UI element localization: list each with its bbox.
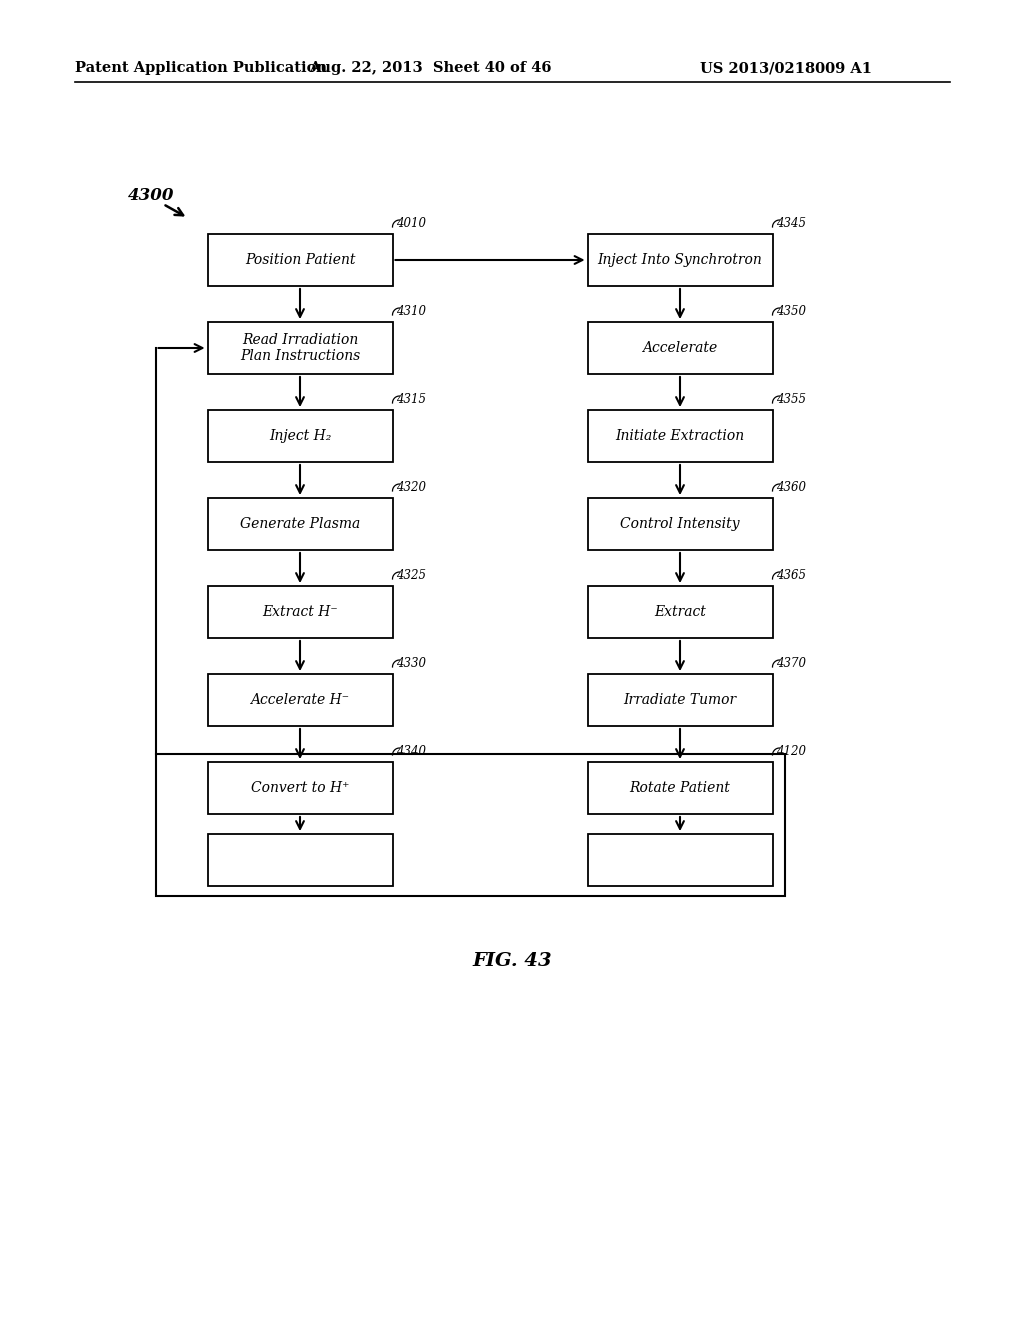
Bar	[588, 586, 772, 638]
Text: US 2013/0218009 A1: US 2013/0218009 A1	[700, 61, 872, 75]
Text: 4360: 4360	[776, 480, 807, 494]
Text: Convert to H⁺: Convert to H⁺	[251, 781, 349, 795]
Text: Patent Application Publication: Patent Application Publication	[75, 61, 327, 75]
Text: 4325: 4325	[396, 569, 427, 582]
Text: 4370: 4370	[776, 657, 807, 671]
Text: Accelerate: Accelerate	[642, 341, 718, 355]
Text: 4365: 4365	[776, 569, 807, 582]
Bar	[208, 834, 392, 886]
Text: Control Intensity: Control Intensity	[621, 517, 739, 531]
Bar	[208, 322, 392, 374]
Text: Aug. 22, 2013  Sheet 40 of 46: Aug. 22, 2013 Sheet 40 of 46	[309, 61, 551, 75]
Bar	[588, 322, 772, 374]
Text: Inject H₂: Inject H₂	[269, 429, 331, 444]
Text: Initiate Extraction: Initiate Extraction	[615, 429, 744, 444]
Bar	[588, 675, 772, 726]
Text: Accelerate H⁻: Accelerate H⁻	[251, 693, 349, 708]
Text: Extract: Extract	[654, 605, 706, 619]
Bar	[208, 762, 392, 814]
Text: 4345: 4345	[776, 216, 807, 230]
Text: 4010: 4010	[396, 216, 427, 230]
Bar	[588, 498, 772, 550]
Bar	[588, 834, 772, 886]
Text: Rotate Patient: Rotate Patient	[630, 781, 730, 795]
Text: 4315: 4315	[396, 393, 427, 407]
Text: Irradiate Tumor: Irradiate Tumor	[624, 693, 736, 708]
Bar	[588, 411, 772, 462]
Text: Extract H⁻: Extract H⁻	[262, 605, 338, 619]
Text: 4350: 4350	[776, 305, 807, 318]
Text: Inject Into Synchrotron: Inject Into Synchrotron	[598, 253, 763, 267]
Bar	[208, 586, 392, 638]
Text: 4330: 4330	[396, 657, 427, 671]
Bar	[208, 675, 392, 726]
Bar	[208, 498, 392, 550]
Text: Read Irradiation
Plan Instructions: Read Irradiation Plan Instructions	[240, 333, 360, 363]
Bar	[588, 762, 772, 814]
Bar	[208, 234, 392, 286]
Text: Position Patient: Position Patient	[245, 253, 355, 267]
Text: 4310: 4310	[396, 305, 427, 318]
Text: FIG. 43: FIG. 43	[472, 952, 552, 970]
Text: 4340: 4340	[396, 744, 427, 758]
Text: 4355: 4355	[776, 393, 807, 407]
Bar	[156, 754, 784, 896]
Text: 4120: 4120	[776, 744, 807, 758]
Bar	[208, 411, 392, 462]
Text: 4320: 4320	[396, 480, 427, 494]
Text: Generate Plasma: Generate Plasma	[240, 517, 360, 531]
Text: 4300: 4300	[128, 186, 174, 203]
Bar	[588, 234, 772, 286]
